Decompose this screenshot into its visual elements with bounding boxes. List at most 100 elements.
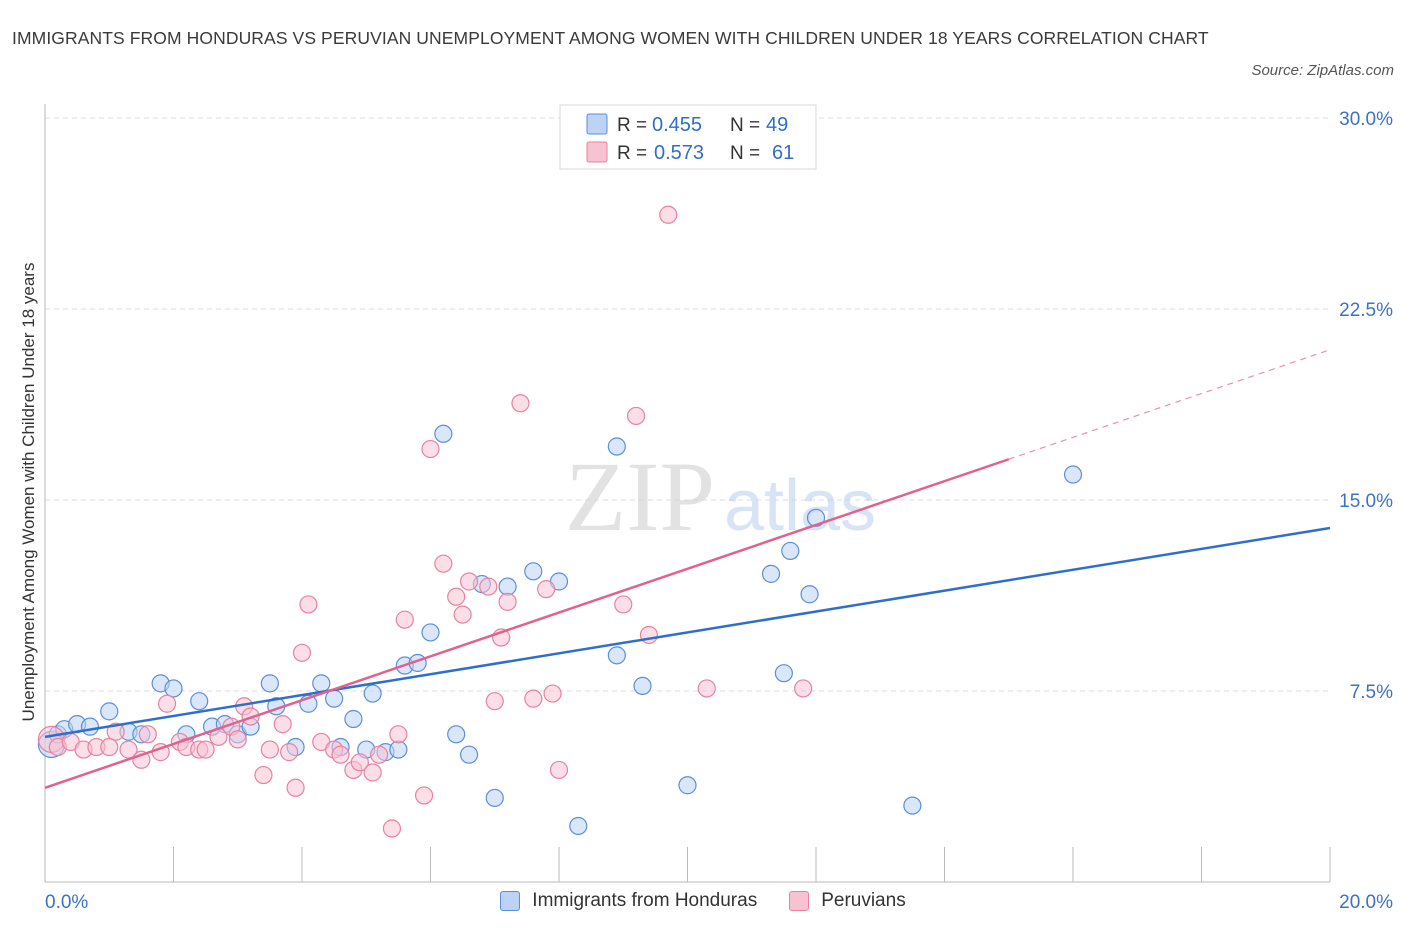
- point-peruvians-6: [106, 722, 125, 741]
- trend-line-peruvians-extension: [1008, 349, 1331, 460]
- point-honduras-47: [800, 585, 819, 604]
- trend-line-peruvians: [44, 458, 1010, 789]
- legend-item-honduras: Immigrants from Honduras: [500, 890, 757, 912]
- legend-label-honduras: Immigrants from Honduras: [532, 890, 758, 911]
- tick-labels: 7.5% 15.0% 22.5% 30.0% 0.0% 20.0%: [45, 109, 1393, 913]
- legend-n-label-peruvians: N =: [730, 143, 760, 164]
- point-honduras-43: [678, 776, 697, 795]
- point-peruvians-51: [543, 684, 562, 703]
- watermark: ZIP atlas: [565, 441, 876, 552]
- point-peruvians-9: [138, 725, 157, 744]
- point-honduras-48: [806, 508, 826, 527]
- point-honduras-50: [1063, 465, 1083, 484]
- point-peruvians-54: [626, 406, 646, 426]
- legend-r-value-honduras: 0.455: [652, 114, 702, 136]
- point-peruvians-35: [382, 819, 402, 838]
- y-tick-label-0: 7.5%: [1350, 682, 1393, 703]
- point-honduras-33: [459, 745, 479, 764]
- trend-line-honduras: [44, 526, 1331, 739]
- point-honduras-23: [344, 709, 363, 729]
- point-peruvians-11: [157, 694, 177, 713]
- legend-swatch-honduras: [586, 113, 608, 135]
- legend-n-value-honduras: 49: [766, 114, 788, 136]
- point-honduras-32: [447, 725, 466, 744]
- point-honduras-5: [100, 702, 119, 721]
- point-peruvians-25: [286, 778, 305, 797]
- legend-n-value-peruvians: 61: [772, 142, 794, 164]
- point-honduras-40: [607, 437, 626, 456]
- point-honduras-21: [325, 689, 344, 708]
- point-peruvians-56: [659, 205, 678, 224]
- point-honduras-11: [190, 692, 209, 711]
- point-peruvians-5: [100, 737, 119, 757]
- point-peruvians-53: [614, 595, 633, 614]
- point-honduras-37: [524, 562, 543, 581]
- point-peruvians-37: [395, 610, 414, 629]
- point-peruvians-49: [524, 689, 543, 708]
- point-honduras-16: [260, 674, 279, 693]
- legend-swatch-honduras-bottom: [500, 891, 521, 911]
- y-tick-label-2: 22.5%: [1339, 300, 1393, 321]
- point-honduras-4: [80, 717, 100, 736]
- y-tick-label-3: 30.0%: [1339, 109, 1393, 130]
- legend-r-value-peruvians: 0.573: [654, 142, 704, 164]
- point-peruvians-58: [794, 679, 813, 698]
- x-tick-label-1: 20.0%: [1339, 892, 1393, 913]
- point-peruvians-48: [511, 394, 530, 413]
- point-peruvians-33: [363, 763, 382, 782]
- point-peruvians-47: [498, 592, 517, 611]
- point-peruvians-24: [280, 743, 299, 762]
- point-honduras-25: [363, 684, 382, 703]
- legend-label-peruvians: Peruvians: [821, 890, 906, 911]
- point-peruvians-34: [370, 745, 389, 764]
- legend-item-peruvians: Peruvians: [789, 890, 906, 912]
- point-peruvians-32: [350, 753, 369, 772]
- x-tick-label-0: 0.0%: [45, 892, 88, 913]
- point-peruvians-27: [299, 595, 318, 614]
- point-peruvians-26: [292, 643, 312, 662]
- point-honduras-44: [761, 564, 781, 583]
- point-peruvians-50: [537, 580, 556, 599]
- point-honduras-35: [485, 788, 504, 808]
- y-tick-label-1: 15.0%: [1339, 491, 1393, 512]
- watermark-atlas: atlas: [724, 466, 876, 546]
- point-peruvians-21: [254, 765, 273, 785]
- legend-swatch-peruvians-bottom: [789, 891, 810, 911]
- point-peruvians-23: [273, 715, 292, 734]
- point-honduras-45: [774, 664, 793, 683]
- point-honduras-41: [607, 646, 626, 665]
- point-honduras-27: [389, 740, 408, 759]
- watermark-zip: ZIP: [565, 441, 715, 552]
- point-honduras-30: [421, 623, 440, 642]
- point-honduras-20: [312, 674, 331, 693]
- legend-r-label-peruvians: R =: [617, 143, 647, 164]
- point-honduras-36: [498, 577, 517, 596]
- point-honduras-31: [434, 424, 453, 443]
- bottom-legend: Immigrants from Honduras Peruvians: [0, 890, 1406, 912]
- point-peruvians-42: [453, 605, 472, 624]
- point-honduras-39: [569, 816, 588, 836]
- point-peruvians-43: [459, 572, 479, 591]
- point-peruvians-45: [485, 692, 504, 711]
- point-peruvians-18: [228, 730, 247, 749]
- point-peruvians-57: [697, 679, 716, 698]
- chart-title: IMMIGRANTS FROM HONDURAS VS PERUVIAN UNE…: [12, 28, 1209, 48]
- point-peruvians-36: [389, 725, 408, 744]
- point-honduras-42: [633, 676, 652, 696]
- point-peruvians-39: [421, 439, 440, 459]
- point-honduras-46: [781, 541, 800, 561]
- point-peruvians-40: [434, 554, 453, 573]
- point-honduras-9: [164, 679, 183, 698]
- legend-r-label-honduras: R =: [617, 115, 647, 136]
- top-legend: R = 0.455 N = 49 R = 0.573 N = 61: [559, 104, 817, 170]
- points-peruvians: [37, 205, 813, 838]
- point-peruvians-52: [549, 760, 569, 780]
- point-peruvians-44: [479, 577, 498, 596]
- source-label: Source: ZipAtlas.com: [1251, 62, 1394, 79]
- grid-lines: [45, 117, 1330, 692]
- point-peruvians-15: [196, 740, 215, 759]
- trend-lines: [44, 349, 1331, 789]
- legend-n-label-honduras: N =: [730, 115, 760, 136]
- point-peruvians-30: [331, 745, 350, 764]
